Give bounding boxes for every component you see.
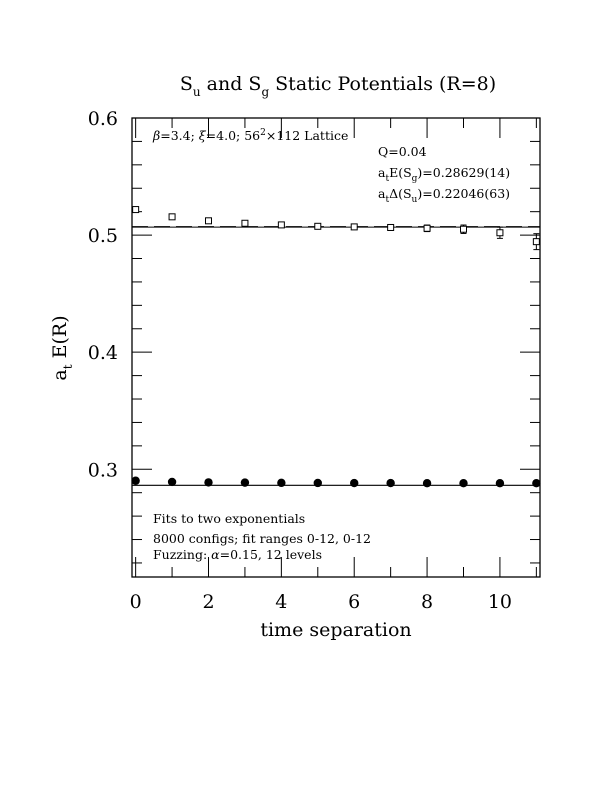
x-tick-label: 2 — [202, 591, 214, 613]
data-point-square — [168, 213, 176, 221]
data-point-circle — [204, 478, 213, 487]
data-point-circle — [350, 478, 359, 488]
y-tick-label: 0.4 — [88, 342, 118, 364]
data-point-circle — [386, 478, 395, 488]
data-point-circle — [422, 479, 432, 488]
data-point-square — [277, 221, 285, 229]
data-point-square — [350, 223, 358, 231]
lattice-annotation: β=3.4; ξ=4.0; 562×112 Lattice — [152, 128, 348, 143]
q-annotation: Q=0.04 — [378, 144, 427, 159]
y-tick-label: 0.6 — [88, 108, 118, 130]
axis-ticks — [132, 117, 540, 577]
data-point-square — [496, 229, 504, 237]
x-tick-label: 8 — [421, 591, 433, 613]
fuzzing-annotation: Fuzzing: α=0.15, 12 levels — [153, 547, 322, 562]
data-point-square — [460, 225, 467, 233]
data-point-circle — [240, 478, 250, 487]
data-point-circle — [313, 478, 322, 488]
y-axis-label: at E(R) — [49, 315, 75, 380]
series-excited-squares — [132, 206, 540, 251]
chart-title: Su and Sg Static Potentials (R=8) — [180, 73, 496, 99]
data-point-square — [132, 206, 140, 214]
data-point-square — [423, 224, 431, 232]
series-ground-circles — [131, 476, 541, 488]
data-point-square — [532, 238, 540, 246]
x-tick-label: 10 — [488, 591, 512, 613]
data-point-circle — [459, 479, 468, 488]
x-tick-label: 0 — [130, 591, 142, 613]
x-axis-label: time separation — [260, 619, 411, 641]
data-point-circle — [167, 477, 177, 487]
data-point-square — [241, 219, 249, 227]
data-point-circle — [277, 478, 286, 488]
y-tick-label: 0.5 — [88, 225, 118, 247]
data-point-square — [205, 217, 212, 225]
fit-lines — [132, 226, 540, 486]
data-point-circle — [495, 479, 505, 488]
y-tick-label: 0.3 — [88, 459, 118, 481]
configs-annotation: 8000 configs; fit ranges 0-12, 0-12 — [153, 531, 371, 546]
energy-annotation: atE(Sg)=0.28629(14) — [378, 165, 510, 184]
fit-description-annotation: Fits to two exponentials — [153, 511, 305, 526]
plot-frame — [131, 117, 541, 578]
data-point-square — [314, 222, 322, 230]
data-point-circle — [532, 479, 541, 488]
data-point-circle — [131, 476, 140, 485]
x-tick-label: 4 — [275, 591, 287, 613]
x-tick-label: 6 — [348, 591, 360, 613]
axis-tick-labels: 0 2 4 6 8 10 0.3 0.4 0.5 0.6 — [88, 108, 512, 613]
data-point-square — [387, 223, 395, 231]
delta-annotation: atΔ(Su)=0.22046(63) — [378, 186, 510, 205]
